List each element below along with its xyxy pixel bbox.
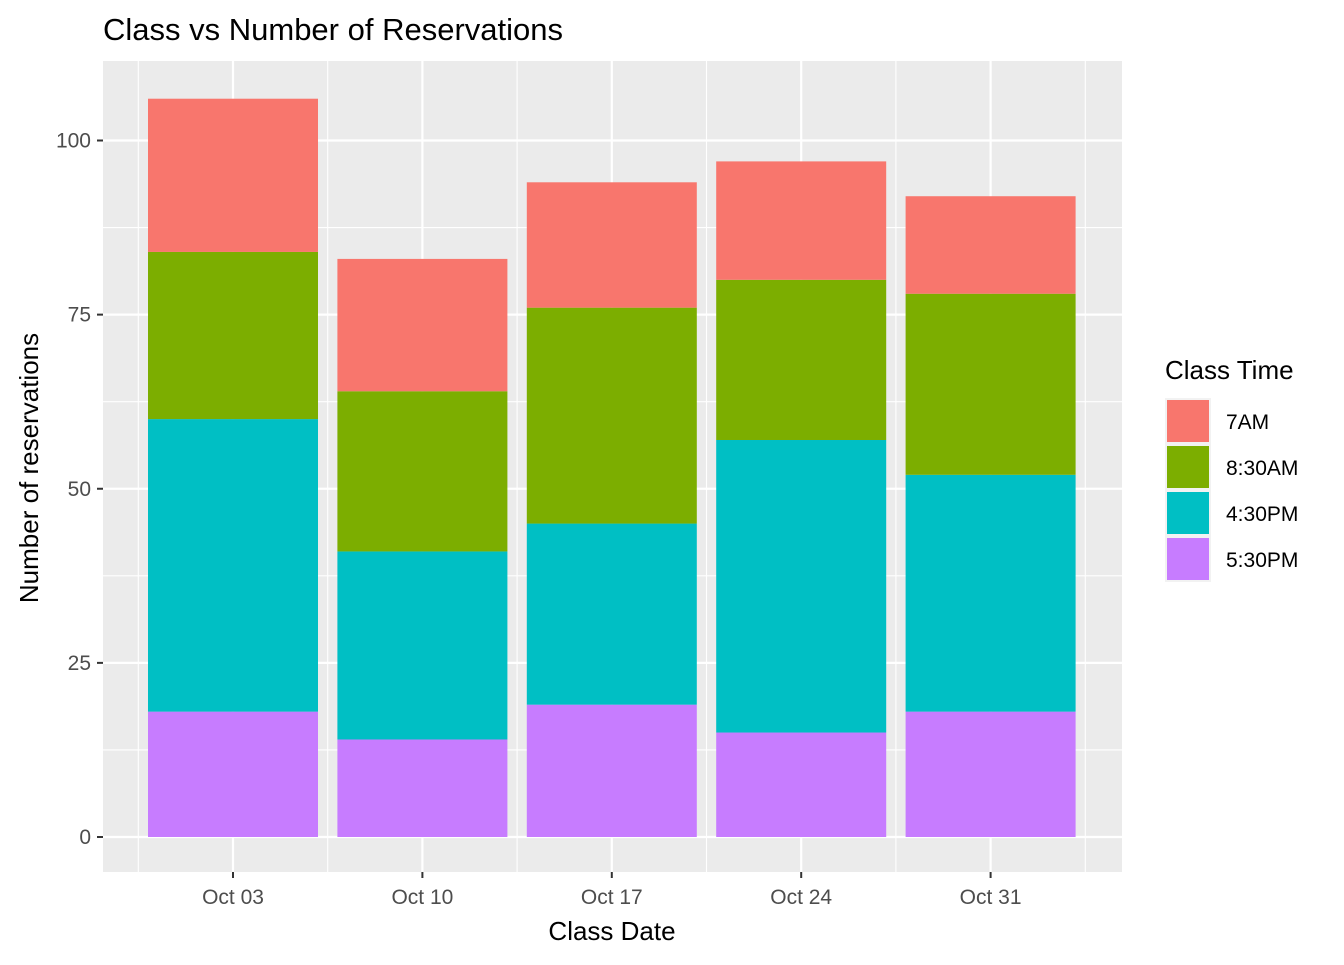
bar-segment-7am-oct-03 [148,98,318,252]
bar-segment-430pm-oct-03 [148,419,318,712]
bar-segment-830am-oct-31 [905,293,1076,475]
x-tick-label: Oct 31 [960,886,1022,909]
legend: Class Time 7AM 8:30AM 4:30PM 5:30PM [1165,355,1298,582]
legend-label: 7AM [1226,411,1269,434]
bar-segment-430pm-oct-10 [337,551,508,740]
x-tick-label: Oct 10 [391,886,453,909]
y-tick-label: 100 [56,130,91,153]
bar-segment-7am-oct-10 [337,258,508,392]
legend-swatch [1167,492,1209,534]
y-axis-ticks: 0 25 50 75 100 [56,130,103,849]
legend-swatch [1167,538,1209,580]
bar-segment-530pm-oct-31 [905,711,1076,837]
bar-segment-830am-oct-03 [148,251,318,420]
legend-title: Class Time [1165,355,1294,385]
legend-swatch [1167,400,1209,442]
bar-segment-530pm-oct-24 [716,732,887,837]
bar-segment-430pm-oct-31 [905,474,1076,712]
legend-label: 4:30PM [1226,503,1298,526]
bar-segment-530pm-oct-10 [337,739,508,837]
bar-segment-430pm-oct-24 [716,439,887,733]
bar-segment-7am-oct-24 [716,161,887,280]
bar-segment-830am-oct-10 [337,391,508,552]
bar-segment-830am-oct-24 [716,279,887,440]
bar-segment-530pm-oct-17 [526,704,697,837]
x-tick-label: Oct 17 [581,886,643,909]
y-tick-label: 75 [68,304,91,327]
bar-segment-7am-oct-31 [905,196,1076,294]
bar-segment-430pm-oct-17 [526,523,697,705]
y-tick-label: 0 [79,826,91,849]
bar-segment-830am-oct-17 [526,307,697,524]
chart-title: Class vs Number of Reservations [103,12,563,47]
y-tick-label: 25 [68,652,91,675]
legend-label: 5:30PM [1226,549,1298,572]
y-axis-title: Number of reservations [14,333,44,603]
y-tick-label: 50 [68,478,91,501]
bar-segment-7am-oct-17 [526,182,697,308]
x-axis-title: Class Date [548,916,675,946]
x-tick-label: Oct 03 [202,886,264,909]
x-axis-ticks: Oct 03 Oct 10 Oct 17 Oct 24 Oct 31 [202,872,1022,909]
x-tick-label: Oct 24 [770,886,832,909]
legend-swatch [1167,446,1209,488]
bars-layer [148,98,1076,837]
bar-segment-530pm-oct-03 [148,711,318,837]
legend-label: 8:30AM [1226,457,1298,480]
